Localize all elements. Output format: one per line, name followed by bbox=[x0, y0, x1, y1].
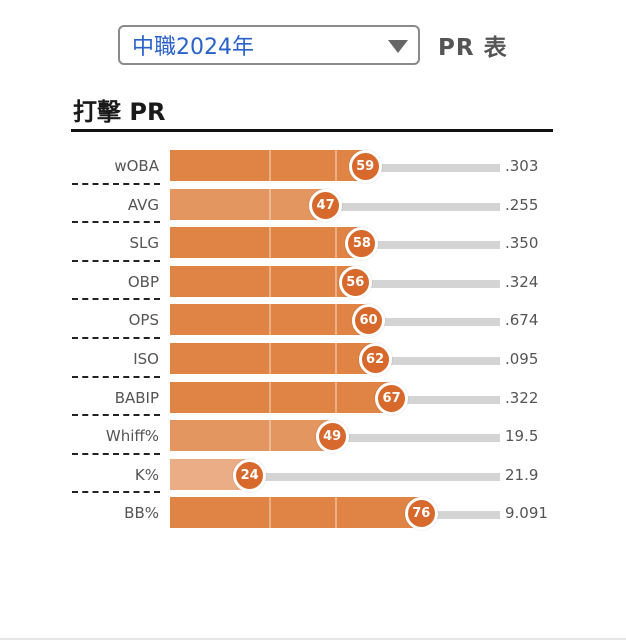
metric-label: Whiff% bbox=[105, 427, 159, 446]
stat-value: .324 bbox=[505, 272, 539, 291]
bar-guide-line bbox=[335, 304, 337, 336]
metric-label: OPS bbox=[128, 311, 159, 330]
bar-guide-line bbox=[269, 265, 271, 297]
row-divider bbox=[72, 375, 160, 378]
stat-value: .303 bbox=[505, 157, 539, 175]
chevron-down-icon[interactable] bbox=[388, 39, 408, 53]
pr-badge: 60 bbox=[352, 304, 385, 338]
row-divider bbox=[72, 491, 160, 494]
pr-bar bbox=[170, 188, 326, 220]
metric-label: wOBA bbox=[114, 157, 159, 175]
pr-badge: 24 bbox=[233, 458, 267, 492]
page-bottom-divider bbox=[0, 638, 626, 640]
pr-row: OBP 56 .324 bbox=[0, 259, 626, 303]
metric-label: K% bbox=[134, 465, 159, 484]
pr-row: Whiff% 49 19.5 bbox=[0, 414, 626, 457]
bar-guide-line bbox=[269, 150, 271, 181]
pr-bar bbox=[170, 304, 368, 336]
bar-guide-line bbox=[269, 381, 271, 413]
bar-guide-line bbox=[269, 343, 271, 374]
pr-row: K% 24 21.9 bbox=[0, 452, 626, 496]
pr-bar bbox=[170, 420, 332, 452]
bar-guide-line bbox=[269, 227, 271, 259]
pr-table-label: PR 表 bbox=[438, 35, 508, 61]
stat-value: 19.5 bbox=[505, 427, 539, 446]
bar-guide-line bbox=[335, 343, 337, 374]
pr-badge: 49 bbox=[315, 420, 349, 454]
pr-row: OPS 60 .674 bbox=[0, 298, 626, 341]
metric-label: BB% bbox=[124, 504, 159, 523]
pr-row: wOBA 59 .303 bbox=[0, 149, 626, 187]
pr-row: AVG 47 .255 bbox=[0, 182, 626, 226]
pr-badge: 67 bbox=[375, 381, 409, 415]
bar-guide-line bbox=[269, 497, 271, 529]
pr-bar bbox=[170, 381, 392, 413]
metric-label: SLG bbox=[129, 234, 159, 253]
row-divider bbox=[72, 337, 160, 339]
bar-guide-line bbox=[269, 420, 271, 452]
pr-bar bbox=[170, 150, 365, 181]
pr-bar bbox=[170, 227, 362, 259]
pr-badge: 47 bbox=[309, 188, 343, 222]
row-divider bbox=[72, 221, 160, 224]
pr-bar bbox=[170, 497, 421, 529]
pr-badge: 58 bbox=[345, 227, 379, 261]
row-divider bbox=[72, 182, 160, 185]
metric-label: BABIP bbox=[114, 388, 159, 407]
stat-value: .674 bbox=[505, 311, 539, 330]
bar-guide-line bbox=[269, 188, 271, 220]
pr-track bbox=[170, 472, 500, 481]
stat-value: 21.9 bbox=[505, 465, 539, 484]
row-divider bbox=[72, 298, 160, 301]
row-divider bbox=[72, 259, 160, 262]
section-title: 打擊 PR bbox=[73, 98, 166, 126]
pr-badge: 62 bbox=[358, 343, 392, 376]
pr-badge: 76 bbox=[404, 497, 438, 531]
stat-value: .350 bbox=[505, 234, 539, 253]
season-selector-row: 中職2024年 PR 表 bbox=[118, 25, 508, 65]
row-divider bbox=[72, 452, 160, 455]
pr-badge: 56 bbox=[338, 265, 372, 299]
row-divider bbox=[72, 414, 160, 417]
pr-bar bbox=[170, 265, 355, 297]
metric-label: ISO bbox=[133, 350, 159, 368]
pr-row: SLG 58 .350 bbox=[0, 221, 626, 264]
bar-guide-line bbox=[335, 150, 337, 181]
stat-value: .095 bbox=[505, 350, 539, 368]
season-select[interactable]: 中職2024年 bbox=[118, 25, 420, 65]
bar-guide-line bbox=[335, 227, 337, 259]
bar-guide-line bbox=[269, 304, 271, 336]
stat-value: .255 bbox=[505, 195, 539, 214]
metric-label: OBP bbox=[127, 272, 159, 291]
stat-value: .322 bbox=[505, 388, 539, 407]
pr-bar bbox=[170, 343, 375, 374]
season-select-value: 中職2024年 bbox=[132, 35, 254, 60]
bar-guide-line bbox=[335, 265, 337, 297]
section-divider bbox=[71, 129, 553, 132]
pr-row: BB% 76 9.091 bbox=[0, 491, 626, 534]
pr-row: BABIP 67 .322 bbox=[0, 375, 626, 419]
bar-guide-line bbox=[335, 497, 337, 529]
stat-value: 9.091 bbox=[505, 504, 548, 523]
bar-guide-line bbox=[335, 381, 337, 413]
metric-label: AVG bbox=[127, 195, 159, 214]
pr-row: ISO 62 .095 bbox=[0, 337, 626, 380]
pr-badge: 59 bbox=[348, 150, 382, 183]
